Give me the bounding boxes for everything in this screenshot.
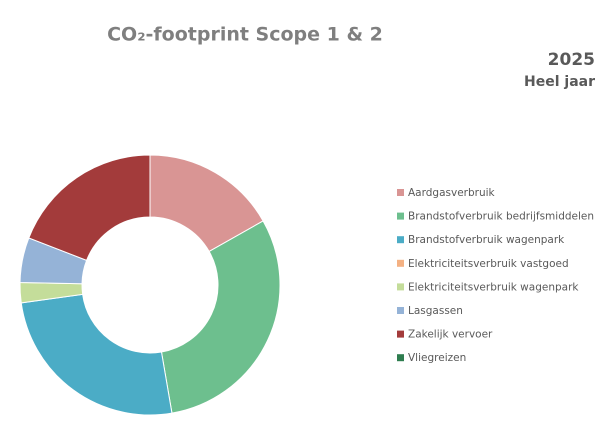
chart-period: Heel jaar (524, 74, 595, 90)
donut-segment (28, 154, 151, 262)
donut-segment (20, 293, 173, 416)
legend-label: Elektriciteitsverbruik vastgoed (408, 258, 569, 270)
legend-label: Elektriciteitsverbruik wagenpark (408, 281, 579, 293)
legend-label: Zakelijk vervoer (408, 329, 493, 341)
legend-swatch (397, 330, 404, 338)
legend-swatch (397, 212, 404, 220)
legend-swatch (397, 236, 404, 244)
donut-segment (160, 220, 281, 414)
chart-title: CO₂-footprint Scope 1 & 2 (107, 24, 383, 46)
legend-label: Vliegreizen (408, 352, 466, 364)
legend-label: Lasgassen (408, 305, 463, 317)
chart-subtitle: 2025 (548, 50, 595, 70)
legend-swatch (397, 354, 404, 362)
legend-swatch (397, 189, 404, 196)
legend-swatch (397, 259, 404, 267)
legend-label: Brandstofverbruik wagenpark (408, 234, 565, 246)
legend-swatch (397, 307, 404, 314)
legend-label: Aardgasverbruik (408, 187, 496, 199)
legend-label: Brandstofverbruik bedrijfsmiddelen (408, 211, 594, 223)
legend-swatch (397, 283, 404, 291)
